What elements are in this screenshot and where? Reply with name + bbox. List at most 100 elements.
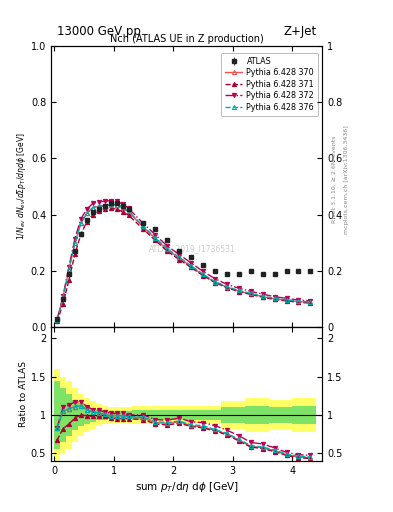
Pythia 6.428 371: [224, 285, 229, 291]
Pythia 6.428 371: [260, 294, 265, 301]
Pythia 6.428 370: [272, 296, 277, 302]
Pythia 6.428 370: [120, 205, 125, 211]
Pythia 6.428 371: [141, 226, 146, 232]
Pythia 6.428 372: [177, 251, 182, 258]
Pythia 6.428 376: [189, 263, 193, 269]
Text: 13000 GeV pp: 13000 GeV pp: [57, 25, 140, 38]
Pythia 6.428 372: [84, 206, 89, 212]
Pythia 6.428 370: [224, 284, 229, 290]
Pythia 6.428 376: [165, 246, 170, 252]
Pythia 6.428 370: [284, 297, 289, 304]
Pythia 6.428 372: [120, 201, 125, 207]
Pythia 6.428 372: [272, 293, 277, 300]
Pythia 6.428 372: [248, 288, 253, 294]
Pythia 6.428 371: [165, 248, 170, 254]
Pythia 6.428 371: [120, 209, 125, 215]
Pythia 6.428 371: [189, 264, 193, 270]
Pythia 6.428 372: [165, 243, 170, 249]
Pythia 6.428 376: [284, 296, 289, 303]
Pythia 6.428 372: [126, 205, 131, 211]
Pythia 6.428 376: [73, 240, 77, 246]
Title: Nch (ATLAS UE in Z production): Nch (ATLAS UE in Z production): [110, 34, 264, 44]
Pythia 6.428 371: [213, 280, 217, 286]
Pythia 6.428 371: [272, 296, 277, 303]
Line: Pythia 6.428 371: Pythia 6.428 371: [55, 206, 312, 324]
Pythia 6.428 370: [102, 203, 107, 209]
Pythia 6.428 376: [296, 298, 301, 304]
Pythia 6.428 371: [84, 219, 89, 225]
Pythia 6.428 376: [90, 205, 95, 211]
Legend: ATLAS, Pythia 6.428 370, Pythia 6.428 371, Pythia 6.428 372, Pythia 6.428 376: ATLAS, Pythia 6.428 370, Pythia 6.428 37…: [221, 53, 318, 116]
Pythia 6.428 376: [108, 201, 113, 207]
Pythia 6.428 371: [296, 299, 301, 305]
Pythia 6.428 372: [224, 281, 229, 287]
Pythia 6.428 371: [96, 208, 101, 214]
Pythia 6.428 376: [248, 290, 253, 296]
Pythia 6.428 372: [102, 198, 107, 204]
Pythia 6.428 376: [308, 299, 313, 305]
Pythia 6.428 372: [213, 275, 217, 282]
Pythia 6.428 376: [79, 220, 83, 226]
Pythia 6.428 370: [61, 294, 65, 301]
Pythia 6.428 370: [79, 220, 83, 226]
Pythia 6.428 376: [153, 234, 158, 241]
Pythia 6.428 370: [66, 266, 71, 272]
Text: Z+Jet: Z+Jet: [284, 25, 317, 38]
Pythia 6.428 376: [102, 203, 107, 209]
Pythia 6.428 372: [66, 264, 71, 270]
Y-axis label: Ratio to ATLAS: Ratio to ATLAS: [19, 361, 28, 427]
X-axis label: sum $p_T$/d$\eta$ d$\phi$ [GeV]: sum $p_T$/d$\eta$ d$\phi$ [GeV]: [134, 480, 239, 494]
Pythia 6.428 372: [189, 260, 193, 266]
Text: ATLAS_2019_I1736531: ATLAS_2019_I1736531: [149, 244, 235, 253]
Pythia 6.428 370: [73, 240, 77, 246]
Pythia 6.428 371: [237, 289, 241, 295]
Pythia 6.428 376: [96, 203, 101, 209]
Pythia 6.428 372: [55, 317, 59, 323]
Pythia 6.428 371: [90, 211, 95, 218]
Pythia 6.428 372: [296, 297, 301, 303]
Pythia 6.428 371: [153, 238, 158, 244]
Pythia 6.428 376: [224, 284, 229, 290]
Pythia 6.428 372: [90, 200, 95, 206]
Pythia 6.428 371: [177, 257, 182, 263]
Pythia 6.428 370: [248, 291, 253, 297]
Line: Pythia 6.428 376: Pythia 6.428 376: [55, 202, 312, 322]
Pythia 6.428 370: [55, 317, 59, 323]
Pythia 6.428 370: [96, 203, 101, 209]
Pythia 6.428 376: [114, 201, 119, 207]
Pythia 6.428 370: [296, 298, 301, 305]
Pythia 6.428 371: [114, 206, 119, 212]
Pythia 6.428 376: [260, 293, 265, 299]
Pythia 6.428 371: [201, 272, 206, 279]
Pythia 6.428 370: [84, 210, 89, 216]
Y-axis label: $1/N_{ev}\ dN_{ev}/d\Sigma p_T/d\eta d\phi\ [\mathrm{GeV}]$: $1/N_{ev}\ dN_{ev}/d\Sigma p_T/d\eta d\p…: [15, 133, 28, 241]
Pythia 6.428 372: [284, 295, 289, 302]
Pythia 6.428 372: [61, 293, 65, 299]
Pythia 6.428 371: [248, 291, 253, 297]
Pythia 6.428 372: [153, 232, 158, 238]
Pythia 6.428 376: [61, 294, 65, 301]
Pythia 6.428 376: [237, 287, 241, 293]
Pythia 6.428 376: [55, 317, 59, 323]
Text: Rivet 3.1.10, ≥ 2.6M events: Rivet 3.1.10, ≥ 2.6M events: [332, 136, 337, 223]
Pythia 6.428 371: [79, 231, 83, 238]
Pythia 6.428 372: [79, 216, 83, 222]
Pythia 6.428 376: [84, 210, 89, 216]
Pythia 6.428 376: [272, 295, 277, 302]
Pythia 6.428 371: [55, 318, 59, 325]
Pythia 6.428 372: [96, 199, 101, 205]
Pythia 6.428 372: [108, 198, 113, 204]
Pythia 6.428 372: [308, 298, 313, 304]
Pythia 6.428 376: [177, 254, 182, 261]
Pythia 6.428 376: [120, 204, 125, 210]
Pythia 6.428 372: [260, 291, 265, 297]
Pythia 6.428 370: [90, 205, 95, 211]
Pythia 6.428 370: [114, 202, 119, 208]
Pythia 6.428 371: [102, 206, 107, 212]
Pythia 6.428 372: [201, 268, 206, 274]
Pythia 6.428 372: [73, 236, 77, 242]
Pythia 6.428 376: [213, 279, 217, 285]
Pythia 6.428 370: [237, 288, 241, 294]
Pythia 6.428 370: [213, 279, 217, 285]
Pythia 6.428 372: [141, 221, 146, 227]
